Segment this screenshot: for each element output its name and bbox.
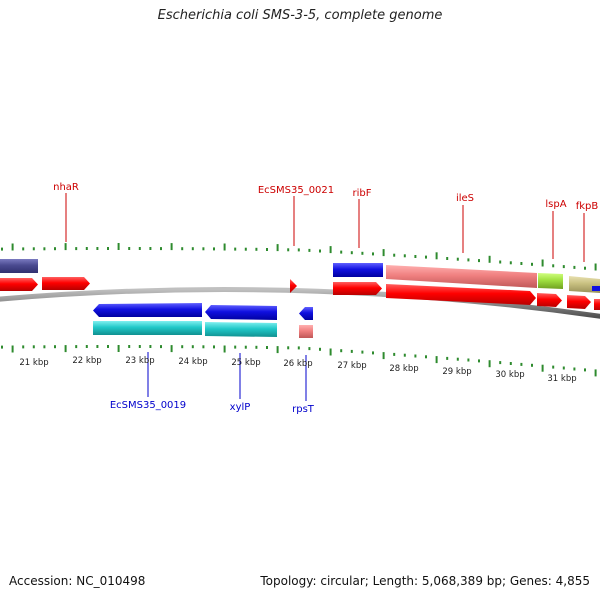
cds-arrow[interactable] [42, 277, 90, 290]
cds-arrow[interactable] [0, 278, 38, 291]
cds-arrow[interactable] [567, 295, 591, 309]
gene-label-ecsms35-0019[interactable]: EcSMS35_0019 [110, 400, 186, 411]
kbp-label: 30 kbp [495, 370, 524, 380]
kbp-label: 22 kbp [72, 356, 101, 366]
map-title: Escherichia coli SMS-3-5, complete genom… [157, 8, 443, 23]
kbp-label: 28 kbp [389, 364, 418, 374]
gene-label-ileS[interactable]: ileS [456, 193, 474, 204]
gene-feature[interactable] [333, 263, 383, 277]
gene-feature[interactable] [93, 321, 202, 335]
gene-label-ecsms35-0021[interactable]: EcSMS35_0021 [258, 185, 334, 196]
genome-summary-text: Topology: circular; Length: 5,068,389 bp… [260, 574, 590, 588]
cds-arrow[interactable] [594, 299, 600, 310]
kbp-label: 27 kbp [337, 361, 366, 371]
top-gene-labels: nhaR EcSMS35_0021 ribF ileS lspA fkpB [53, 182, 598, 262]
gene-label-ribF[interactable]: ribF [353, 188, 372, 199]
genome-backbone [0, 287, 600, 319]
cds-arrow[interactable] [386, 284, 536, 305]
gene-feature[interactable] [299, 325, 313, 338]
gene-feature[interactable] [538, 273, 563, 289]
gene-label-nhaR[interactable]: nhaR [53, 182, 79, 193]
kbp-label: 25 kbp [231, 358, 260, 368]
gene-label-fkpB[interactable]: fkpB [576, 201, 599, 212]
gene-feature[interactable] [386, 265, 537, 288]
cds-arrow[interactable] [299, 307, 313, 320]
cds-arrow[interactable] [93, 303, 202, 317]
kbp-label: 23 kbp [125, 356, 154, 366]
kbp-label: 29 kbp [442, 367, 471, 377]
gene-label-xylP[interactable]: xylP [230, 402, 251, 413]
cds-arrow[interactable] [290, 279, 297, 293]
kbp-scale-labels: 21 kbp 22 kbp 23 kbp 24 kbp 25 kbp 26 kb… [19, 356, 576, 384]
gene-feature[interactable] [592, 286, 600, 291]
gene-feature[interactable] [0, 259, 38, 273]
kbp-label: 24 kbp [178, 357, 207, 367]
forward-features [0, 259, 600, 310]
gene-feature[interactable] [205, 322, 277, 337]
kbp-label: 26 kbp [283, 359, 312, 369]
tick-row-bottom [1, 345, 597, 377]
tick-row-top [1, 243, 597, 271]
accession-text: Accession: NC_010498 [9, 574, 146, 588]
gene-label-rpsT[interactable]: rpsT [292, 404, 315, 415]
gene-label-lspA[interactable]: lspA [545, 199, 566, 210]
cds-arrow[interactable] [333, 282, 382, 295]
cds-arrow[interactable] [205, 305, 277, 320]
bottom-gene-labels: EcSMS35_0019 xylP rpsT [110, 352, 315, 415]
reverse-features [93, 303, 313, 338]
cds-arrow[interactable] [537, 293, 562, 307]
kbp-label: 21 kbp [19, 358, 48, 368]
kbp-label: 31 kbp [547, 374, 576, 384]
